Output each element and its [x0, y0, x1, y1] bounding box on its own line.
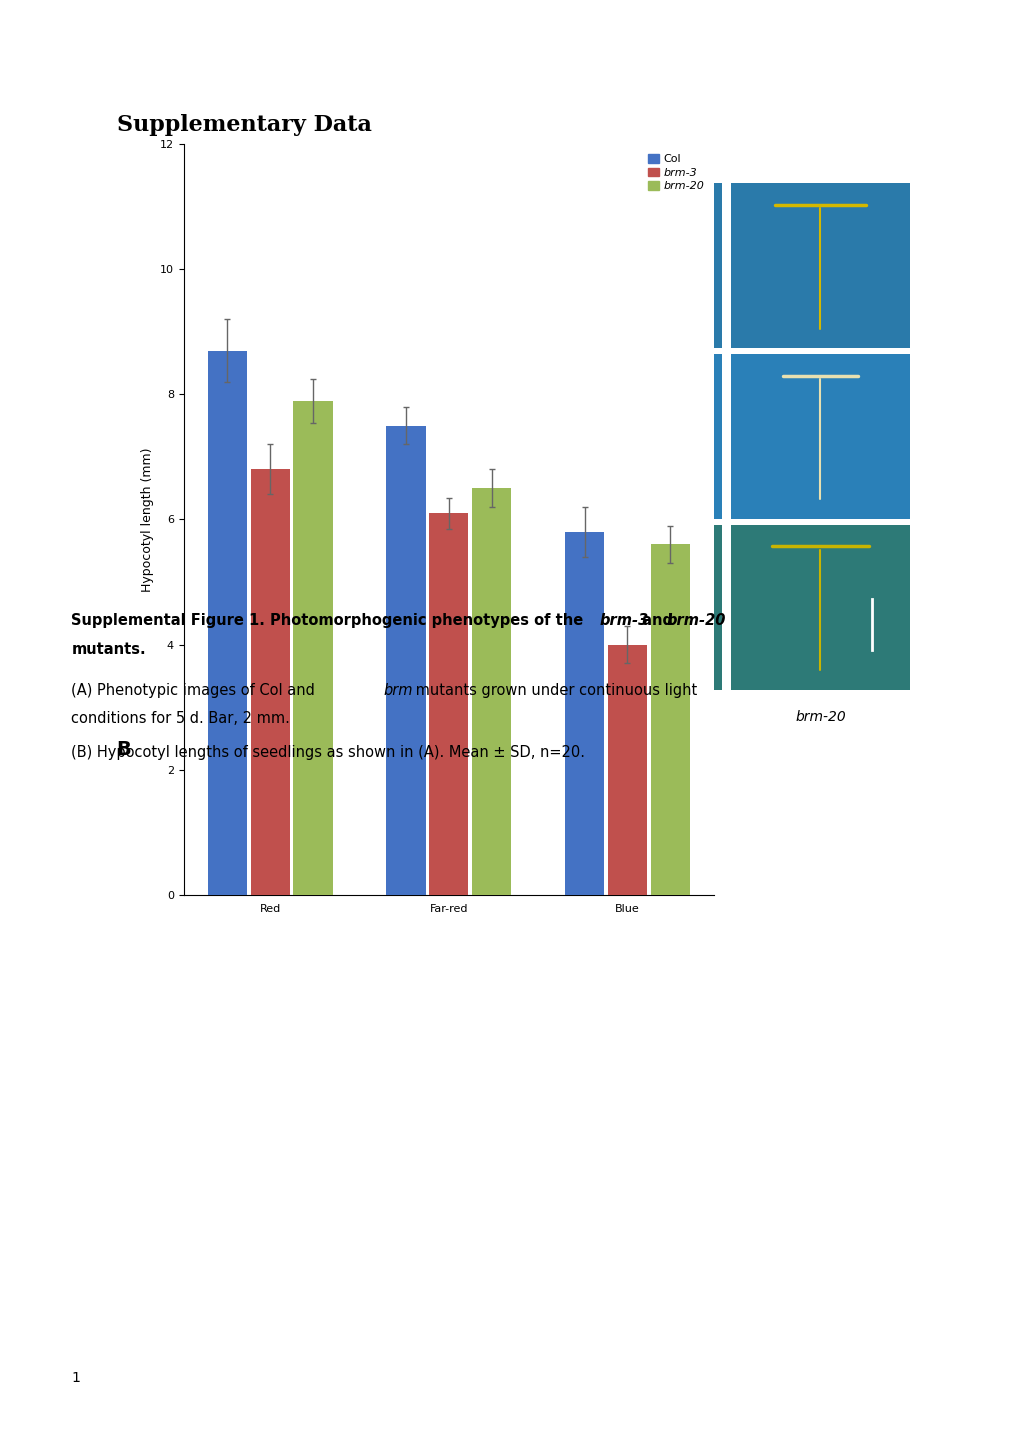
- Y-axis label: Hypocotyl length (mm): Hypocotyl length (mm): [141, 447, 154, 592]
- FancyBboxPatch shape: [543, 525, 721, 690]
- Text: (A) Phenotypic images of Col and: (A) Phenotypic images of Col and: [71, 683, 320, 697]
- FancyBboxPatch shape: [543, 183, 721, 348]
- Text: B: B: [116, 740, 131, 759]
- Text: Far-red: Far-red: [266, 430, 314, 443]
- Bar: [429, 514, 468, 895]
- Text: mutants grown under continuous light: mutants grown under continuous light: [411, 683, 697, 697]
- Text: Red: Red: [287, 258, 314, 273]
- FancyBboxPatch shape: [356, 354, 534, 519]
- FancyBboxPatch shape: [731, 354, 909, 519]
- Text: brm-20: brm-20: [665, 613, 725, 628]
- Text: Supplemental Figure 1. Photomorphogenic phenotypes of the: Supplemental Figure 1. Photomorphogenic …: [116, 1117, 634, 1131]
- FancyBboxPatch shape: [356, 525, 534, 690]
- Text: Supplemental Figure 1. Photomorphogenic phenotypes of the: Supplemental Figure 1. Photomorphogenic …: [71, 613, 588, 628]
- Text: Supplementary Data: Supplementary Data: [116, 114, 371, 136]
- Bar: [208, 351, 247, 895]
- Text: brm-3: brm-3: [599, 613, 648, 628]
- Bar: [472, 488, 511, 895]
- FancyBboxPatch shape: [356, 183, 534, 348]
- Text: brm: brm: [383, 683, 413, 697]
- Bar: [251, 469, 289, 895]
- Legend: Col, brm-3, brm-20: Col, brm-3, brm-20: [643, 150, 708, 196]
- Text: Blue: Blue: [282, 600, 314, 615]
- Bar: [565, 532, 603, 895]
- Text: (B) Hypocotyl lengths of seedlings as shown in (A). Mean ± SD, n=20.: (B) Hypocotyl lengths of seedlings as sh…: [71, 745, 585, 759]
- FancyBboxPatch shape: [731, 525, 909, 690]
- Bar: [650, 544, 689, 895]
- Text: mutants.: mutants.: [71, 642, 146, 657]
- Text: A: A: [285, 169, 301, 188]
- Text: Supplemental Figure 1. Photomorphogenic phenotypes of the: Supplemental Figure 1. Photomorphogenic …: [116, 1117, 634, 1131]
- Text: and: and: [637, 613, 678, 628]
- Text: brm-3: brm-3: [611, 710, 653, 724]
- FancyBboxPatch shape: [731, 183, 909, 348]
- FancyBboxPatch shape: [543, 354, 721, 519]
- Text: conditions for 5 d. Bar, 2 mm.: conditions for 5 d. Bar, 2 mm.: [71, 711, 290, 726]
- Bar: [293, 401, 332, 895]
- Text: Col: Col: [434, 710, 455, 724]
- Bar: [386, 426, 425, 895]
- Bar: [607, 645, 646, 895]
- Text: 1: 1: [71, 1371, 81, 1385]
- Text: brm-20: brm-20: [795, 710, 845, 724]
